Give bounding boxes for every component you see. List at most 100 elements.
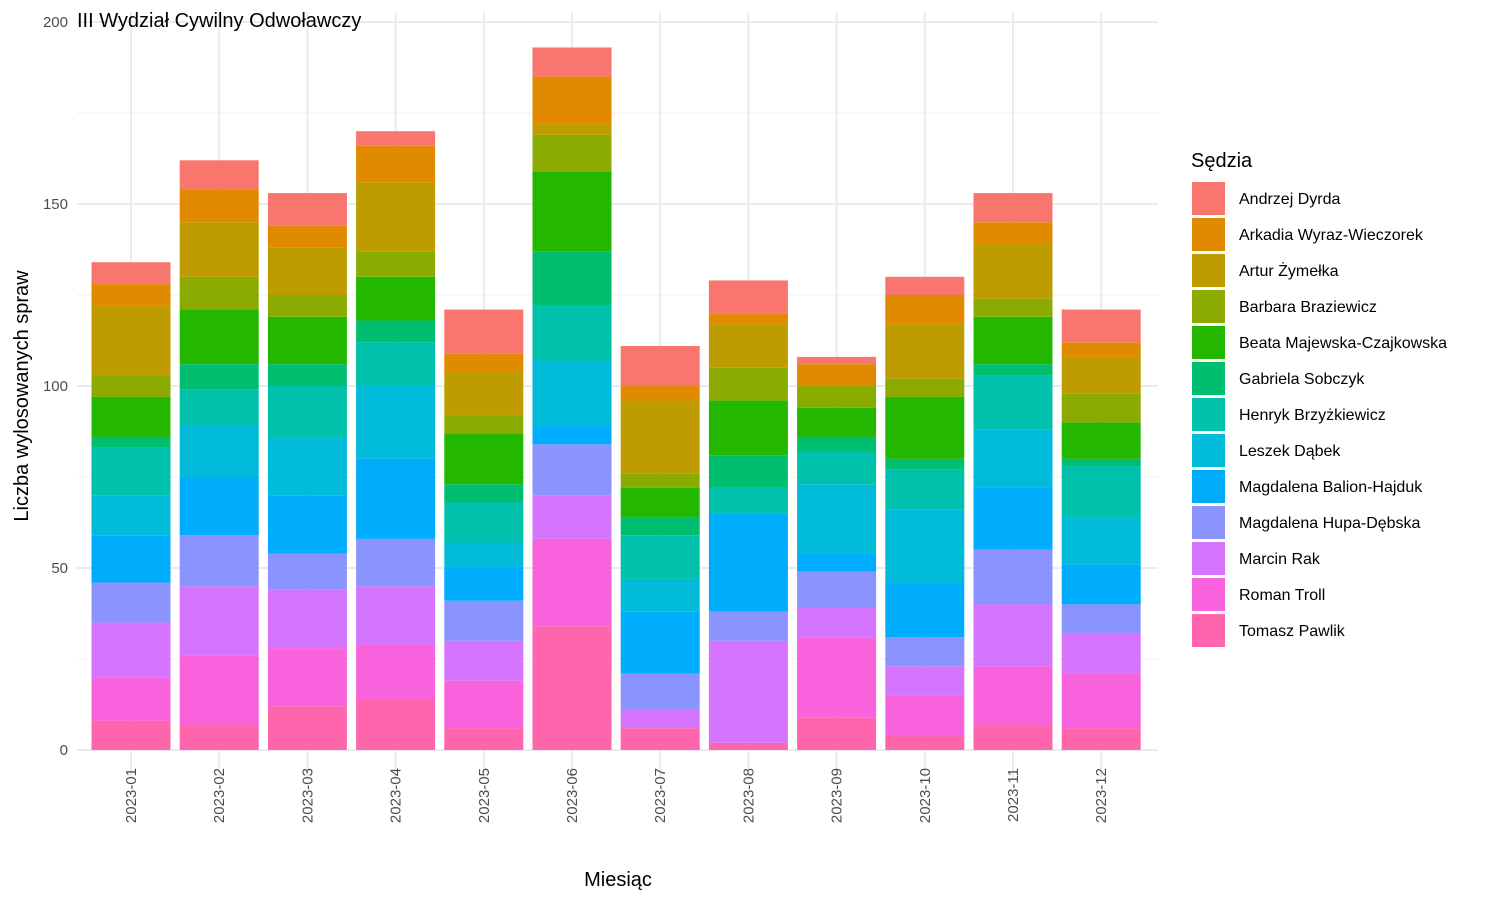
- bar-segment: [797, 717, 877, 750]
- bar-segment: [179, 426, 259, 477]
- bar-segment: [356, 276, 436, 321]
- x-tick-label: 2023-04: [388, 768, 405, 823]
- bar-segment: [797, 484, 877, 554]
- bar-segment: [885, 582, 965, 638]
- legend-label: Leszek Dąbek: [1239, 443, 1341, 460]
- bar-segment: [179, 655, 259, 725]
- bar-segment: [1061, 517, 1141, 565]
- bars: [91, 47, 1141, 750]
- bar-segment: [620, 487, 700, 518]
- legend-label: Tomasz Pawlik: [1239, 623, 1346, 640]
- bar-segment: [797, 608, 877, 638]
- bar-segment: [179, 160, 259, 190]
- x-tick-label: 2023-06: [564, 768, 581, 823]
- legend-key: [1192, 362, 1225, 395]
- bar-segment: [444, 680, 524, 729]
- bar-segment: [356, 320, 436, 343]
- bar-segment: [444, 568, 524, 601]
- legend-label: Gabriela Sobczyk: [1239, 371, 1365, 388]
- bar-segment: [1061, 673, 1141, 729]
- bar-segment: [620, 400, 700, 474]
- bar-segment: [91, 535, 171, 583]
- legend-label: Arkadia Wyraz-Wieczorek: [1239, 227, 1424, 244]
- bar-segment: [532, 305, 612, 361]
- bar-segment: [797, 451, 877, 485]
- bar-segment: [885, 378, 965, 397]
- bar-segment: [1061, 564, 1141, 605]
- bar-segment: [885, 295, 965, 325]
- bar-segment: [532, 251, 612, 306]
- y-axis-title: Liczba wylosowanych spraw: [11, 270, 33, 522]
- bar-segment: [444, 728, 524, 750]
- bar-segment: [356, 386, 436, 459]
- bar-segment: [620, 673, 700, 710]
- bar-segment: [1061, 309, 1141, 343]
- bar-segment: [1061, 342, 1141, 357]
- legend-label: Marcin Rak: [1239, 551, 1321, 568]
- bar-segment: [356, 538, 436, 587]
- bar-segment: [444, 502, 524, 543]
- legend-label: Andrzej Dyrda: [1239, 191, 1340, 208]
- bar-segment: [267, 316, 347, 365]
- legend-label: Magdalena Hupa-Dębska: [1239, 515, 1421, 532]
- bar-segment: [267, 495, 347, 554]
- bar-segment: [532, 626, 612, 750]
- bar-segment: [179, 586, 259, 656]
- bar-segment: [179, 477, 259, 536]
- bar-segment: [444, 484, 524, 503]
- bar-segment: [444, 371, 524, 416]
- bar-segment: [620, 535, 700, 579]
- x-tick-label: 2023-02: [211, 768, 228, 823]
- bar-segment: [267, 225, 347, 248]
- bar-segment: [885, 735, 965, 750]
- bar-segment: [973, 375, 1053, 430]
- bar-segment: [91, 436, 171, 448]
- bar-segment: [620, 728, 700, 750]
- legend-key: [1192, 182, 1225, 215]
- bar-segment: [356, 644, 436, 700]
- bar-segment: [532, 426, 612, 445]
- bar-segment: [91, 375, 171, 397]
- bar-segment: [91, 677, 171, 721]
- bar-segment: [708, 280, 788, 314]
- bar-segment: [532, 134, 612, 172]
- legend-key: [1192, 542, 1225, 575]
- bar-segment: [91, 305, 171, 376]
- bar-segment: [708, 455, 788, 488]
- bar-segment: [267, 386, 347, 437]
- bar-segment: [797, 436, 877, 452]
- legend-label: Roman Troll: [1239, 587, 1325, 604]
- bar-segment: [1061, 458, 1141, 467]
- legend-label: Barbara Braziewicz: [1239, 299, 1377, 316]
- bar-segment: [356, 458, 436, 539]
- x-axis-ticks: 2023-01 2023-02 2023-03 2023-04 2023-05 2023-…: [123, 768, 1110, 823]
- bar-segment: [444, 542, 524, 568]
- bar-segment: [444, 309, 524, 354]
- bar-segment: [444, 640, 524, 681]
- bar-segment: [267, 295, 347, 317]
- bar-segment: [620, 345, 700, 386]
- bar-segment: [1061, 728, 1141, 750]
- bar-segment: [973, 604, 1053, 667]
- bar-segment: [1061, 466, 1141, 518]
- y-tick-label: 0: [60, 742, 68, 759]
- bar-segment: [708, 487, 788, 514]
- bar-segment: [532, 76, 612, 124]
- bar-segment: [91, 622, 171, 678]
- bar-segment: [973, 549, 1053, 605]
- legend-key: [1192, 434, 1225, 467]
- bar-segment: [973, 487, 1053, 550]
- bar-segment: [1061, 633, 1141, 674]
- bar-segment: [356, 251, 436, 277]
- legend-key: [1192, 506, 1225, 539]
- bar-segment: [1061, 393, 1141, 423]
- bar-segment: [444, 353, 524, 372]
- bar-segment: [885, 469, 965, 510]
- bar-segment: [620, 709, 700, 729]
- bar-segment: [797, 386, 877, 408]
- bar-segment: [973, 316, 1053, 365]
- bar-segment: [532, 495, 612, 539]
- y-tick-label: 150: [43, 196, 68, 213]
- bar-segment: [91, 447, 171, 496]
